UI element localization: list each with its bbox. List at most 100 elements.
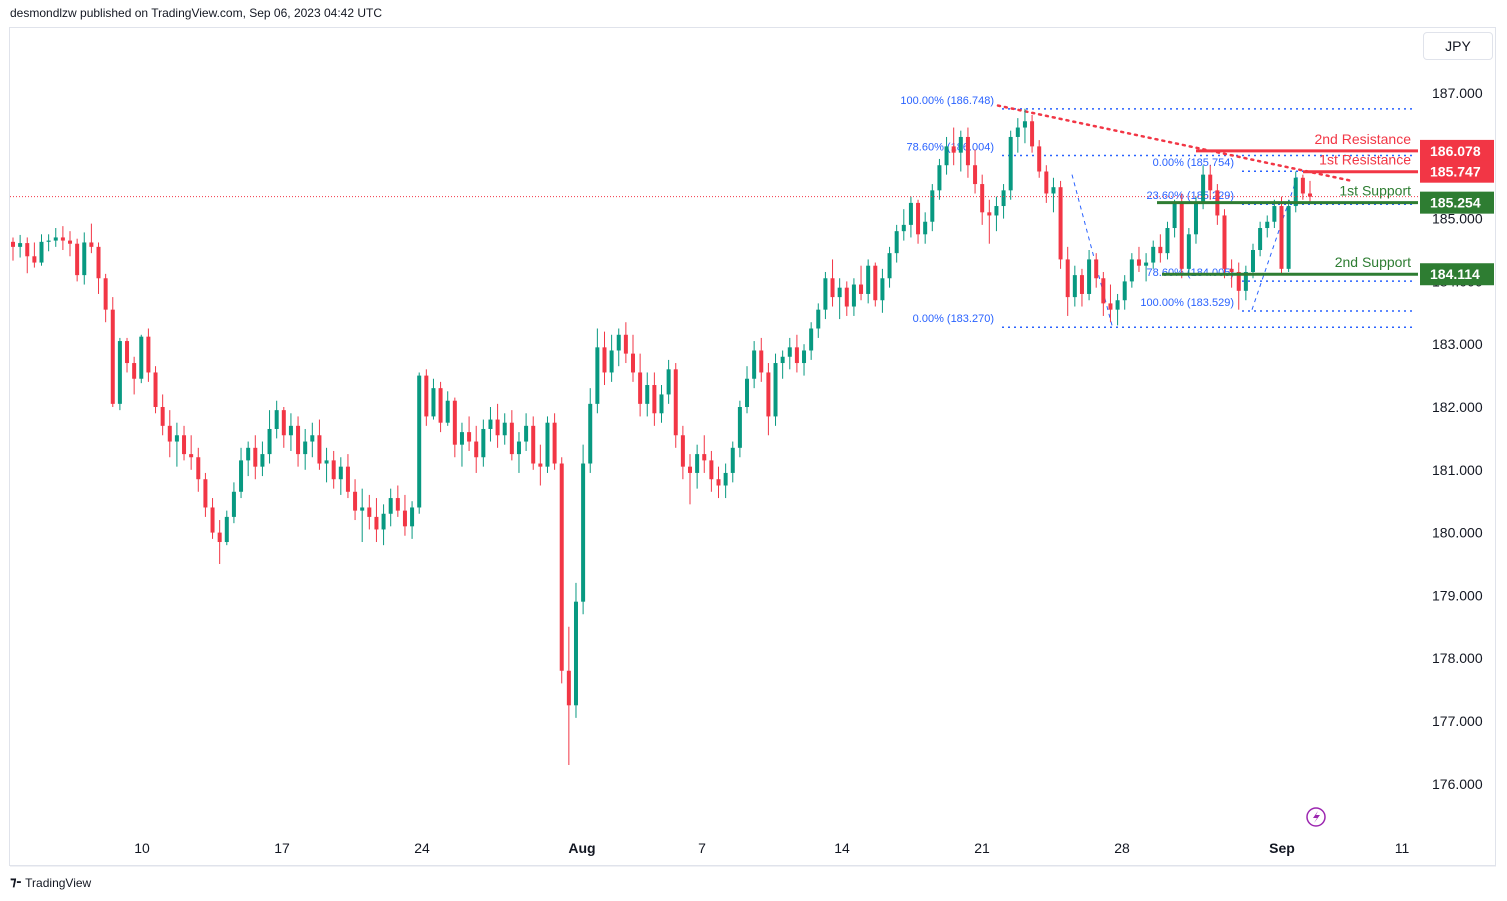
candle — [951, 127, 956, 166]
candle — [652, 372, 657, 426]
candle — [581, 444, 586, 615]
candle-body — [509, 422, 514, 455]
candle — [1144, 253, 1149, 282]
candle-body — [645, 385, 650, 404]
candle-body — [303, 441, 308, 455]
candle-body — [973, 165, 978, 185]
candle-body — [1265, 221, 1270, 229]
candle-body — [210, 507, 215, 533]
candle — [110, 297, 115, 407]
candle-body — [880, 278, 885, 301]
candle — [602, 331, 607, 386]
candle-body — [901, 224, 906, 232]
candle-body — [916, 202, 921, 235]
fib-level-label: 78.60% (186.004) — [907, 142, 994, 154]
y-tick-label: 179.000 — [1432, 587, 1483, 603]
candle — [873, 262, 878, 307]
lightning-icon — [1306, 807, 1326, 827]
currency-button[interactable]: JPY — [1423, 32, 1493, 60]
candle-body — [253, 447, 258, 467]
candle — [566, 626, 571, 765]
candle — [467, 416, 472, 451]
candle-body — [830, 278, 835, 298]
candle — [217, 520, 222, 564]
candle — [417, 372, 422, 514]
candle — [816, 303, 821, 338]
candle-body — [1022, 121, 1027, 128]
candle — [388, 488, 393, 527]
time-axis: 10 17 24 Aug 7 14 21 28 Sep 11 — [10, 840, 1496, 867]
candle-body — [866, 265, 871, 294]
candle-body — [937, 165, 942, 191]
candle-body — [844, 287, 849, 307]
candle — [937, 158, 942, 200]
candle-body — [730, 447, 735, 473]
candle-body — [25, 243, 30, 257]
candle-body — [516, 441, 521, 455]
candle-body — [923, 221, 928, 235]
support-resistance-levels: 2nd Resistance 1st Resistance 1st Support 2… — [1157, 131, 1418, 276]
candle-body — [1258, 228, 1263, 250]
candle — [1037, 140, 1042, 178]
candle — [1265, 215, 1270, 238]
candle-body — [1229, 268, 1234, 272]
candle — [89, 223, 94, 254]
candle-body — [1158, 246, 1163, 254]
candle — [809, 322, 814, 360]
candle — [702, 435, 707, 473]
candle-body — [680, 435, 685, 467]
candle — [353, 479, 358, 521]
candle — [1151, 240, 1156, 269]
candle — [531, 416, 536, 470]
x-tick-label: 7 — [698, 840, 706, 856]
candle-body — [588, 403, 593, 464]
candle-body — [659, 394, 664, 414]
candle — [196, 447, 201, 492]
candle-body — [673, 369, 678, 436]
candle — [303, 428, 308, 470]
candle-body — [217, 532, 222, 543]
candle-body — [1101, 278, 1106, 304]
fib-level-label: 100.00% (186.748) — [900, 95, 994, 107]
candle — [402, 494, 407, 536]
price-tag-bg — [1420, 160, 1494, 183]
x-tick-label: Aug — [568, 840, 595, 856]
candle-body — [410, 507, 415, 527]
candle — [930, 184, 935, 232]
candle — [766, 363, 771, 436]
price-axis: 187.000186.000185.000184.000183.000182.0… — [1432, 85, 1483, 792]
candle — [830, 259, 835, 307]
candle-body — [189, 454, 194, 458]
candle — [502, 413, 507, 445]
candle-body — [146, 336, 151, 373]
candle-body — [1044, 171, 1049, 194]
candle-body — [1030, 121, 1035, 147]
candle — [859, 265, 864, 301]
candles — [11, 108, 1312, 765]
candle — [75, 238, 80, 282]
candle-body — [737, 407, 742, 448]
candle — [1129, 253, 1134, 288]
candle — [1186, 228, 1191, 276]
candle — [253, 435, 258, 480]
candle-body — [182, 435, 187, 455]
candle — [923, 212, 928, 244]
candle — [1001, 184, 1006, 219]
candle — [1272, 199, 1277, 229]
candle-body — [317, 435, 322, 464]
candle — [1158, 234, 1163, 263]
tradingview-logo-icon: ⁊⁃ — [10, 875, 22, 890]
candle — [802, 344, 807, 376]
candle — [1065, 246, 1070, 316]
level-label: 2nd Resistance — [1314, 131, 1411, 147]
candle — [973, 149, 978, 194]
candle — [944, 136, 949, 175]
candle — [680, 425, 685, 480]
candle-body — [1250, 250, 1255, 272]
candle — [666, 359, 671, 404]
candle — [1236, 262, 1241, 310]
candle — [331, 450, 336, 489]
candle — [516, 432, 521, 473]
x-tick-label: 24 — [414, 840, 430, 856]
